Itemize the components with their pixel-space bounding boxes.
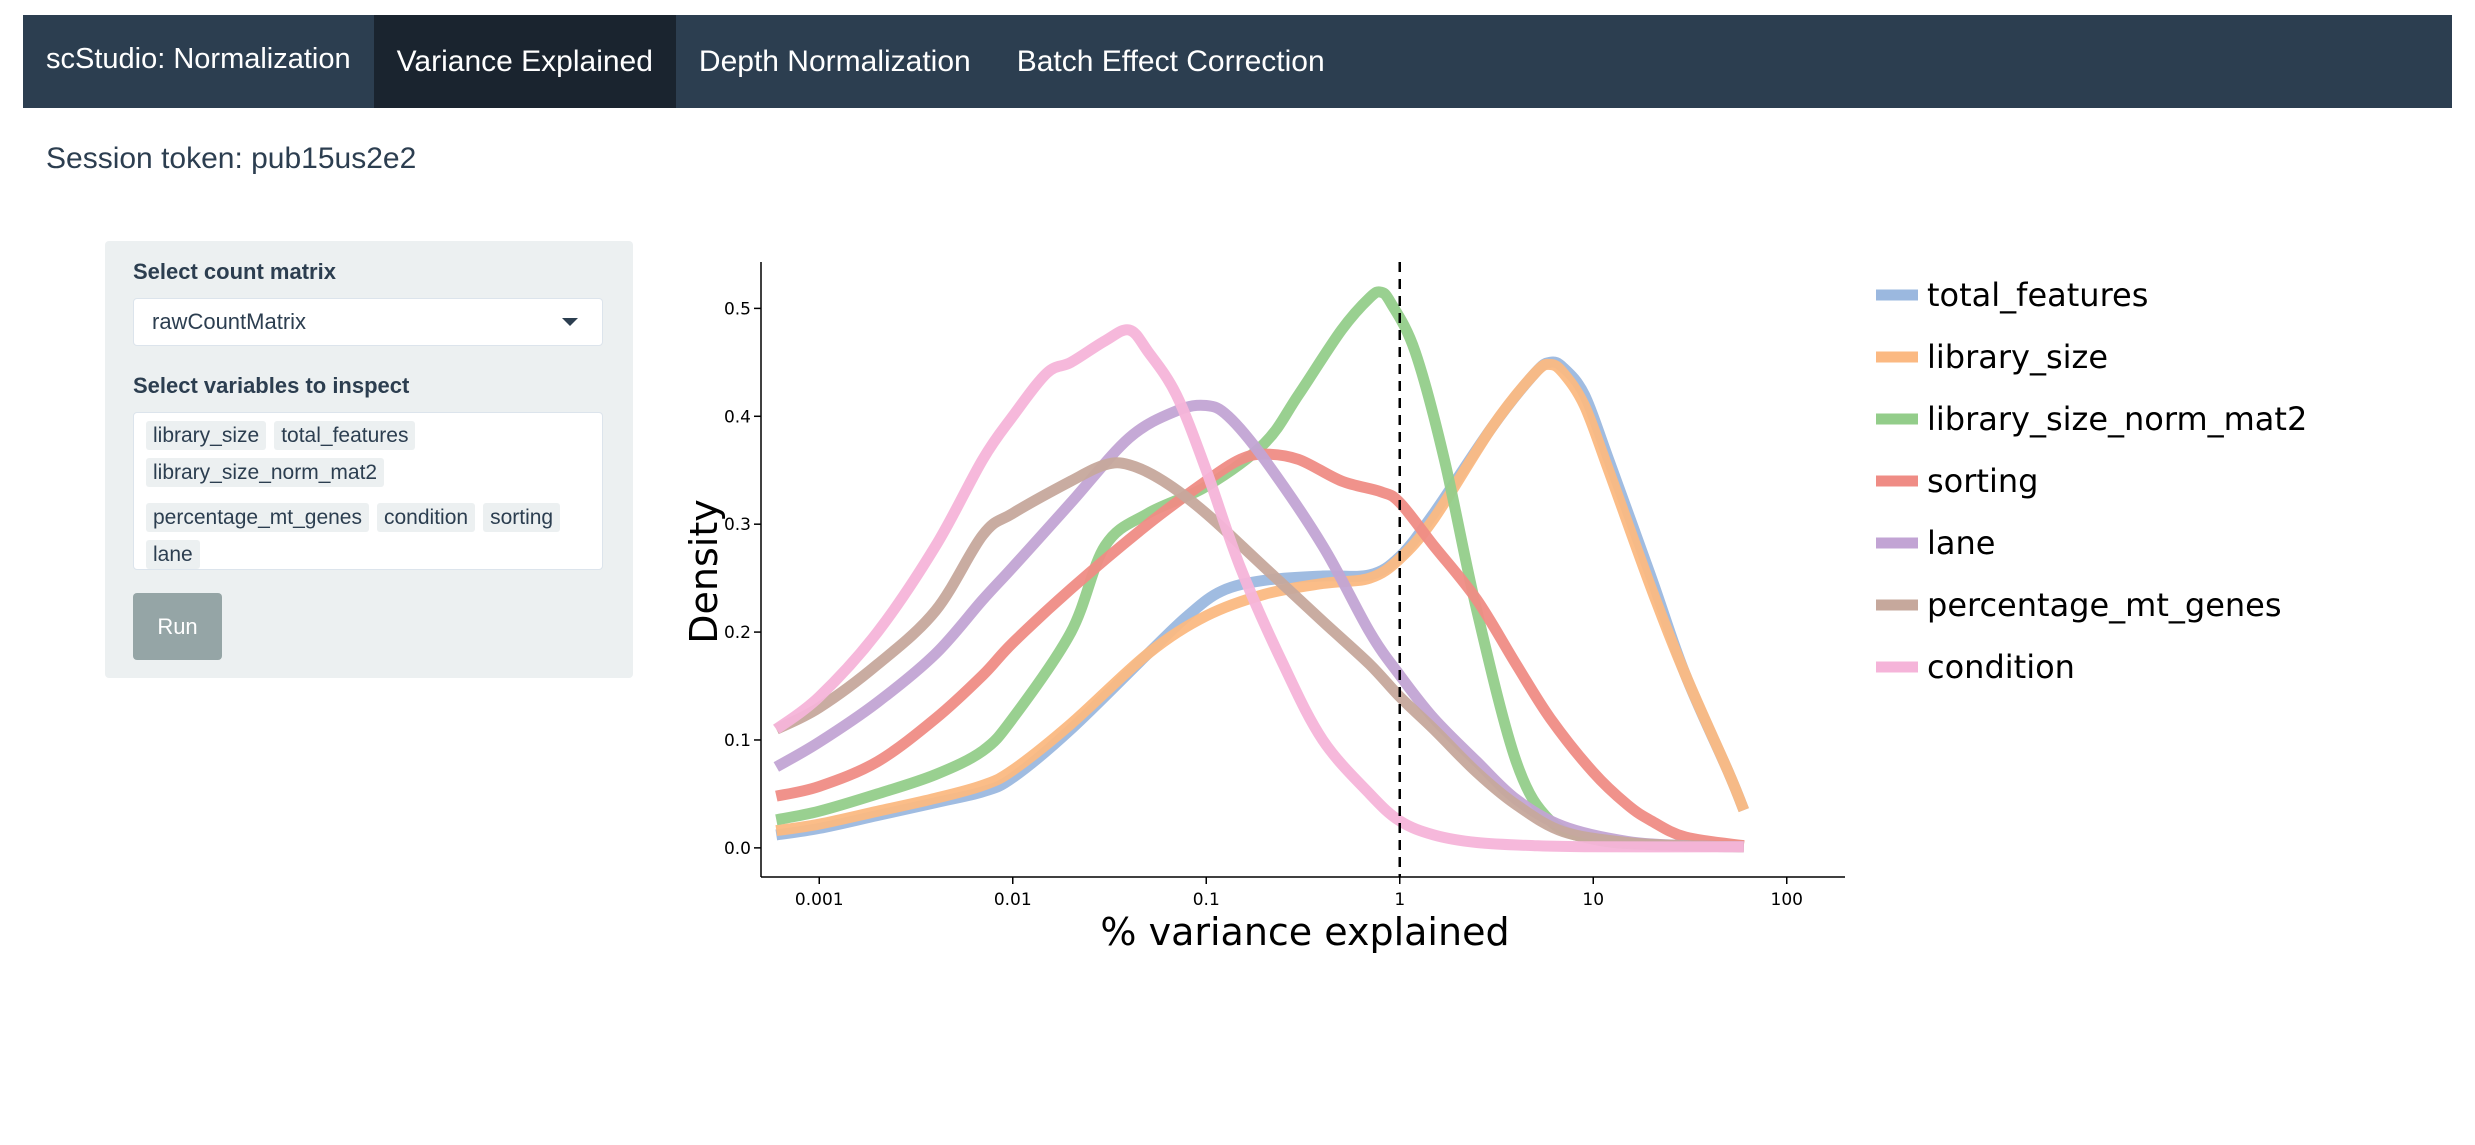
sidebar-panel: Select count matrix rawCountMatrix Selec… — [105, 241, 633, 678]
x-tick-label: 10 — [1582, 890, 1604, 910]
count-matrix-label: Select count matrix — [133, 259, 336, 284]
variables-multiselect[interactable]: library_size total_features library_size… — [133, 412, 603, 570]
x-axis-title: % variance explained — [1100, 910, 1509, 954]
run-button[interactable]: Run — [133, 593, 222, 660]
series-line-condition — [773, 324, 1744, 853]
legend-label: library_size — [1927, 338, 2108, 376]
y-tick-label: 0.2 — [724, 623, 751, 643]
y-tick-label: 0.3 — [724, 515, 751, 535]
x-tick-label: 0.01 — [994, 890, 1032, 910]
legend-label: total_features — [1927, 276, 2148, 314]
legend-label: sorting — [1927, 462, 2038, 500]
legend-label: percentage_mt_genes — [1927, 586, 2282, 624]
chevron-down-icon — [562, 318, 578, 326]
series-line-library-size — [775, 358, 1749, 837]
variable-chip-percentage-mt-genes[interactable]: percentage_mt_genes — [146, 503, 369, 532]
legend-label: condition — [1927, 648, 2075, 686]
variable-chip-lane[interactable]: lane — [146, 540, 200, 569]
x-tick-label: 0.1 — [1193, 890, 1220, 910]
x-tick-label: 100 — [1771, 890, 1803, 910]
variable-chip-total-features[interactable]: total_features — [274, 421, 416, 450]
variable-chip-library-size[interactable]: library_size — [146, 421, 267, 450]
navbar-brand[interactable]: scStudio: Normalization — [46, 43, 351, 75]
variable-chip-condition[interactable]: condition — [377, 503, 476, 532]
series-line-sorting — [775, 448, 1745, 852]
y-tick-label: 0.0 — [724, 839, 751, 859]
legend: total_features library_size library_size_n… — [1876, 276, 2307, 686]
session-token: Session token: pub15us2e2 — [46, 142, 417, 175]
x-ticks: 0.001 0.01 0.1 1 10 100 — [795, 877, 1803, 910]
variable-chip-library-size-norm-mat2[interactable]: library_size_norm_mat2 — [146, 458, 385, 487]
tab-variance-explained[interactable]: Variance Explained — [373, 15, 676, 108]
variables-label: Select variables to inspect — [133, 373, 410, 398]
count-matrix-value: rawCountMatrix — [152, 309, 307, 334]
tab-depth-normalization[interactable]: Depth Normalization — [698, 44, 971, 78]
series-line-percentage-mt-genes — [773, 457, 1744, 853]
count-matrix-select[interactable]: rawCountMatrix — [133, 298, 603, 346]
legend-label: lane — [1927, 524, 1995, 562]
y-ticks: 0.0 0.1 0.2 0.3 0.4 0.5 — [724, 299, 761, 859]
y-axis-title: Density — [682, 499, 726, 643]
variable-chip-sorting[interactable]: sorting — [483, 503, 561, 532]
series-line-library-size-norm-mat2 — [775, 286, 1744, 852]
tab-batch-effect-correction[interactable]: Batch Effect Correction — [1016, 44, 1325, 78]
x-tick-label: 0.001 — [795, 890, 844, 910]
x-tick-label: 1 — [1394, 890, 1405, 910]
series-layer — [773, 286, 1749, 853]
legend-label: library_size_norm_mat2 — [1927, 400, 2307, 438]
navbar: scStudio: Normalization Variance Explain… — [23, 15, 2452, 108]
y-tick-label: 0.4 — [724, 407, 751, 427]
y-tick-label: 0.1 — [724, 731, 751, 751]
y-tick-label: 0.5 — [724, 299, 751, 319]
